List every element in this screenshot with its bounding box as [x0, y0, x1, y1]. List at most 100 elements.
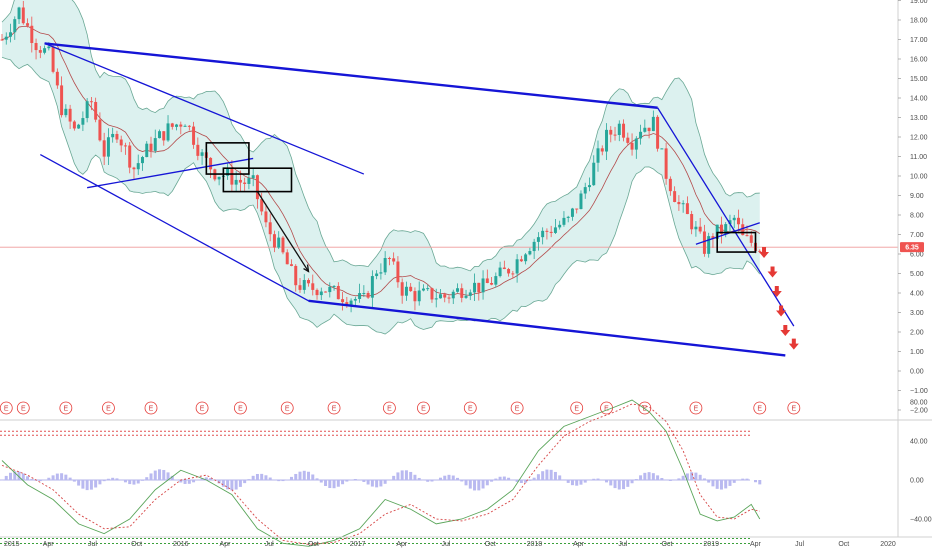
histogram-bar: [204, 477, 208, 480]
time-tick-label: Jul: [265, 541, 274, 548]
histogram-bar: [162, 469, 166, 480]
histogram-bar: [102, 480, 106, 482]
candle-body: [4, 36, 8, 40]
histogram-bar: [579, 480, 583, 485]
price-tick-label: 6.00: [910, 252, 924, 259]
candle: [438, 288, 442, 299]
histogram-bar: [592, 478, 596, 480]
candle: [94, 97, 98, 123]
histogram-bar: [456, 477, 460, 480]
candle-body: [106, 137, 110, 157]
candle-body: [558, 224, 562, 228]
candle-body: [711, 236, 715, 239]
candle-body: [281, 237, 285, 253]
candle: [264, 203, 268, 228]
candle-body: [200, 152, 204, 156]
candle: [660, 148, 664, 150]
histogram-bar: [336, 480, 340, 487]
candle-body: [98, 119, 102, 141]
histogram-bar: [481, 480, 485, 489]
trendline: [657, 107, 795, 327]
candle: [51, 43, 55, 74]
candle-body: [247, 178, 251, 184]
candle: [417, 281, 421, 306]
candle-body: [285, 252, 289, 265]
histogram-bar: [536, 474, 540, 480]
candle-body: [111, 133, 115, 138]
oscillator-tick-label: 0.00: [910, 478, 924, 485]
candle: [149, 136, 153, 158]
earnings-marker: E: [510, 401, 524, 415]
candle: [596, 140, 600, 172]
candle: [77, 123, 81, 129]
oscillator-k-line: [1, 399, 761, 547]
earnings-label: E: [791, 406, 796, 413]
candle: [622, 119, 626, 142]
time-tick-label: Apr: [220, 541, 232, 548]
candle-body: [694, 226, 698, 230]
earnings-marker: E: [327, 401, 341, 415]
candle-body: [536, 237, 540, 242]
histogram-bar: [234, 480, 238, 490]
candle-body: [660, 148, 664, 150]
histogram-bar: [639, 475, 643, 480]
candle: [587, 177, 591, 192]
candle-body: [639, 131, 643, 139]
candle: [677, 195, 681, 211]
earnings-marker: E: [417, 401, 430, 415]
candle: [430, 287, 434, 303]
histogram-bar: [81, 480, 85, 489]
time-tick-label: Jul: [442, 541, 451, 548]
price-tick-label: −2.00: [910, 408, 928, 415]
candle: [426, 284, 430, 291]
histogram-bar: [115, 478, 119, 480]
histogram-bar: [123, 480, 127, 483]
histogram-bar: [443, 475, 447, 480]
time-tick-label: Oct: [838, 541, 849, 548]
histogram-bar: [132, 480, 136, 485]
candle: [515, 254, 519, 283]
candle-body: [358, 293, 362, 299]
candle-body: [9, 32, 13, 37]
earnings-circle: [689, 401, 703, 415]
candle: [502, 260, 506, 270]
candle: [673, 186, 677, 203]
candle-body: [128, 145, 132, 168]
candle-body: [477, 282, 481, 293]
price-tick-label: 16.00: [910, 57, 928, 64]
candle-body: [341, 299, 345, 303]
candle: [175, 123, 179, 131]
candle-body: [409, 286, 413, 292]
time-tick-label: 2018: [527, 541, 543, 548]
projection-arrow: [780, 325, 791, 336]
candle: [251, 169, 255, 187]
candle-body: [272, 234, 276, 248]
price-tick-label: 12.00: [910, 135, 928, 142]
histogram-bar: [630, 480, 634, 484]
candle-body: [55, 71, 59, 86]
time-tick-label: Oct: [308, 541, 319, 548]
histogram-bar: [605, 480, 609, 483]
histogram-bar: [260, 473, 264, 480]
histogram-bar: [473, 480, 477, 491]
time-tick-label: Oct: [662, 541, 673, 548]
candle: [179, 121, 183, 135]
histogram-bar: [754, 480, 758, 483]
price-tick-label: 1.00: [910, 349, 924, 356]
time-tick-label: Apr: [43, 541, 55, 548]
histogram-bar: [26, 476, 30, 480]
candle-body: [456, 288, 460, 292]
histogram-bar: [690, 472, 694, 480]
candle-body: [196, 144, 200, 156]
candle: [366, 290, 370, 299]
current-price-badge: [900, 242, 924, 253]
candle-body: [140, 157, 144, 164]
candle-body: [132, 167, 136, 170]
histogram-bar: [307, 471, 311, 480]
candle-body: [43, 48, 47, 53]
histogram-bar: [68, 477, 72, 480]
candle: [558, 220, 562, 230]
candle-body: [434, 298, 438, 300]
histogram-bar: [353, 478, 357, 480]
